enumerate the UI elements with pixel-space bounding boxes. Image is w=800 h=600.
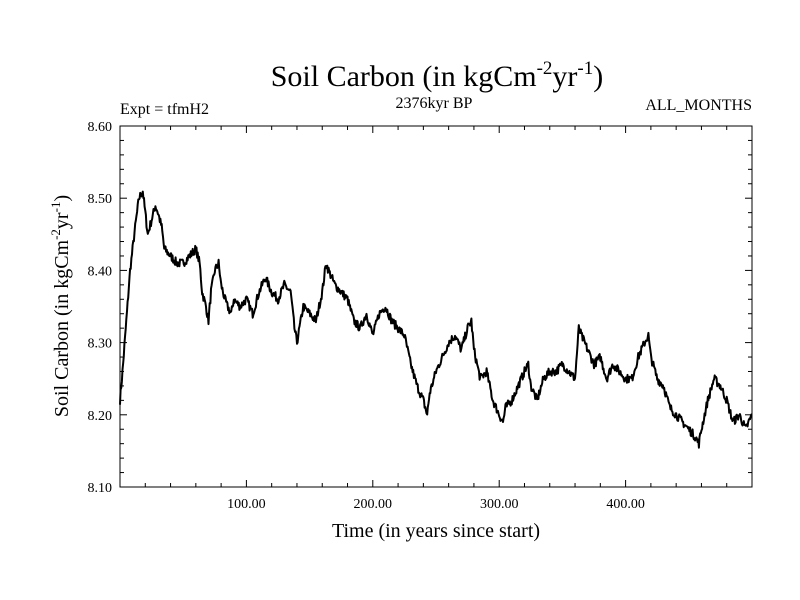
- y-tick-label: 8.30: [88, 337, 113, 352]
- subtitle-experiment: Expt = tfmH2: [120, 101, 209, 118]
- x-axis-label: Time (in years since start): [332, 520, 540, 542]
- x-tick-label: 200.00: [354, 497, 393, 512]
- y-tick-label: 8.10: [88, 481, 113, 496]
- subtitle-months: ALL_MONTHS: [645, 97, 752, 114]
- y-tick-label: 8.40: [88, 264, 113, 279]
- x-tick-label: 400.00: [606, 497, 645, 512]
- y-axis-label: Soil Carbon (in kgCm-2yr-1): [48, 195, 73, 417]
- axis-ticks: [120, 125, 752, 488]
- y-tick-label: 8.50: [88, 192, 113, 207]
- chart-title: Soil Carbon (in kgCm-2yr-1): [271, 58, 604, 93]
- y-tick-label: 8.60: [88, 120, 113, 135]
- plot-frame: [119, 125, 753, 488]
- x-tick-label: 100.00: [227, 497, 266, 512]
- y-tick-label: 8.20: [88, 409, 113, 424]
- x-tick-label: 300.00: [480, 497, 519, 512]
- series-line-soil-carbon: [119, 190, 753, 449]
- subtitle-period: 2376kyr BP: [396, 95, 473, 112]
- axis-tick-labels: 8.10 8.20 8.30 8.40 8.50 8.60 100.00 200.00 300.…: [88, 120, 645, 512]
